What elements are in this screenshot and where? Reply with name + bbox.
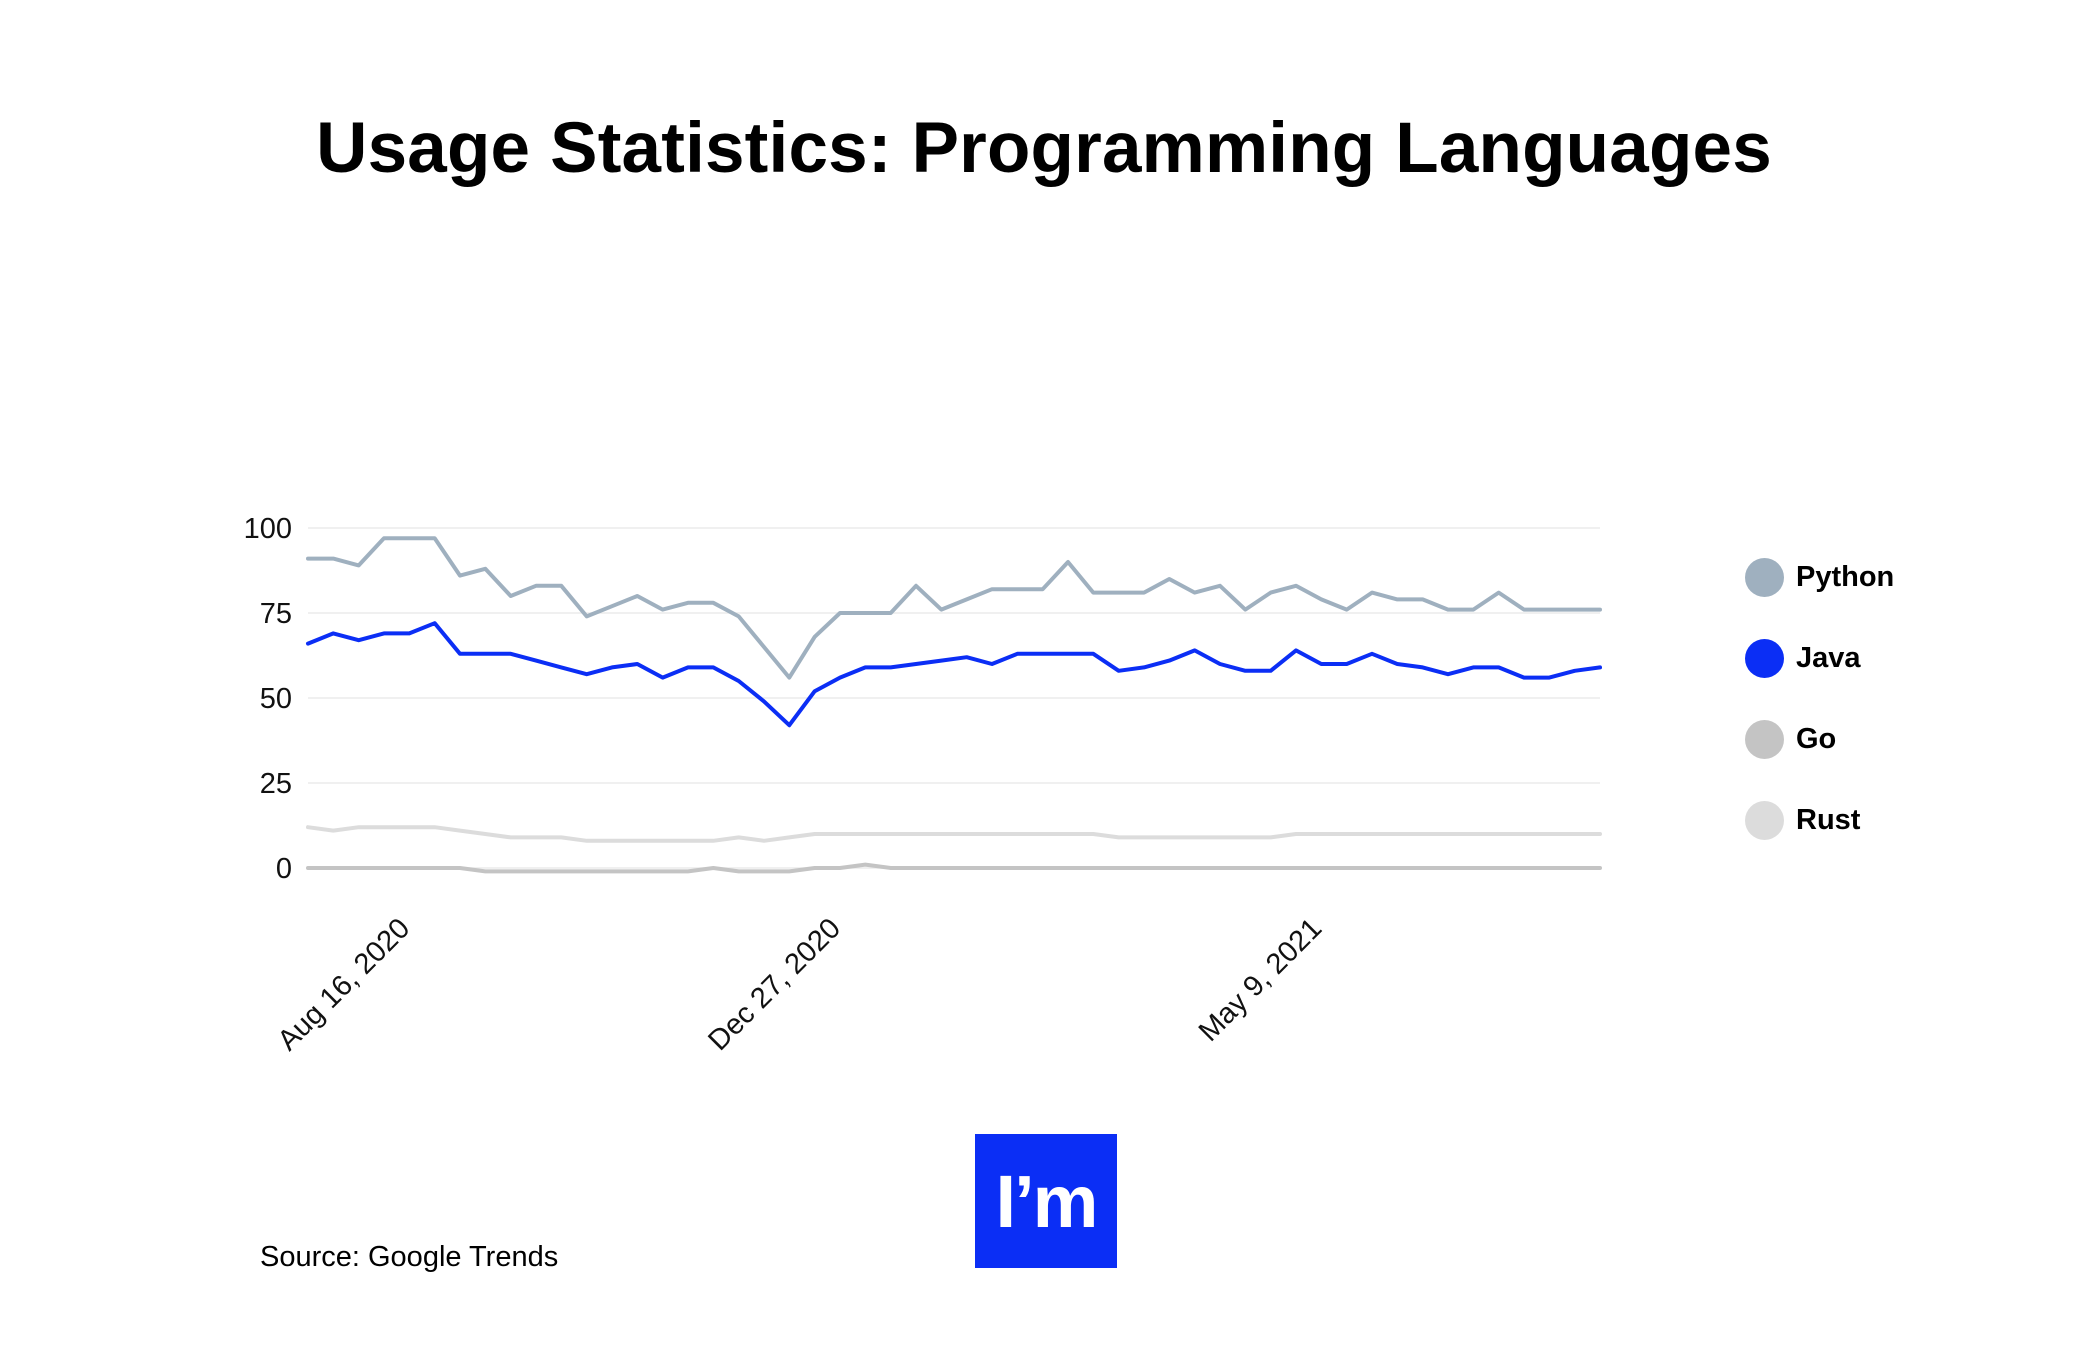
x-tick-label: May 9, 2021 (1193, 912, 1328, 1047)
legend-label: Go (1796, 723, 1837, 755)
legend-item-rust: Rust (1745, 800, 1894, 841)
legend-item-go: Go (1745, 719, 1894, 760)
source-note: Source: Google Trends (260, 1241, 559, 1273)
x-axis-ticks: Aug 16, 2020 Dec 27, 2020 May 9, 2021 (272, 912, 1329, 1057)
legend-item-python: Python (1745, 557, 1894, 598)
brand-logo: I’m (975, 1134, 1117, 1268)
legend-swatch (1745, 801, 1784, 840)
series-line-python (306, 536, 1602, 680)
y-tick-label: 25 (260, 768, 292, 800)
legend-item-java: Java (1745, 638, 1894, 679)
y-tick-label: 50 (260, 683, 292, 715)
legend-label: Python (1796, 561, 1895, 593)
series-line-rust (306, 825, 1602, 843)
brand-logo-text: I’m (995, 1159, 1099, 1243)
series-line-java (306, 621, 1602, 728)
x-tick-label: Dec 27, 2020 (702, 912, 847, 1057)
x-tick-label: Aug 16, 2020 (272, 912, 417, 1057)
y-tick-label: 75 (260, 598, 292, 630)
y-axis-ticks: 0 25 50 75 100 (244, 513, 292, 885)
legend: Python Java Go Rust (1745, 557, 1894, 881)
y-tick-label: 100 (244, 513, 292, 545)
chart-title: Usage Statistics: Programming Languages (316, 109, 1772, 188)
legend-swatch (1745, 639, 1784, 678)
y-tick-label: 0 (276, 853, 292, 885)
series-lines (306, 536, 1602, 874)
legend-swatch (1745, 720, 1784, 759)
grid-lines (308, 527, 1600, 869)
legend-swatch (1745, 558, 1784, 597)
legend-label: Java (1796, 642, 1861, 674)
legend-label: Rust (1796, 804, 1861, 836)
series-line-go (306, 862, 1602, 874)
